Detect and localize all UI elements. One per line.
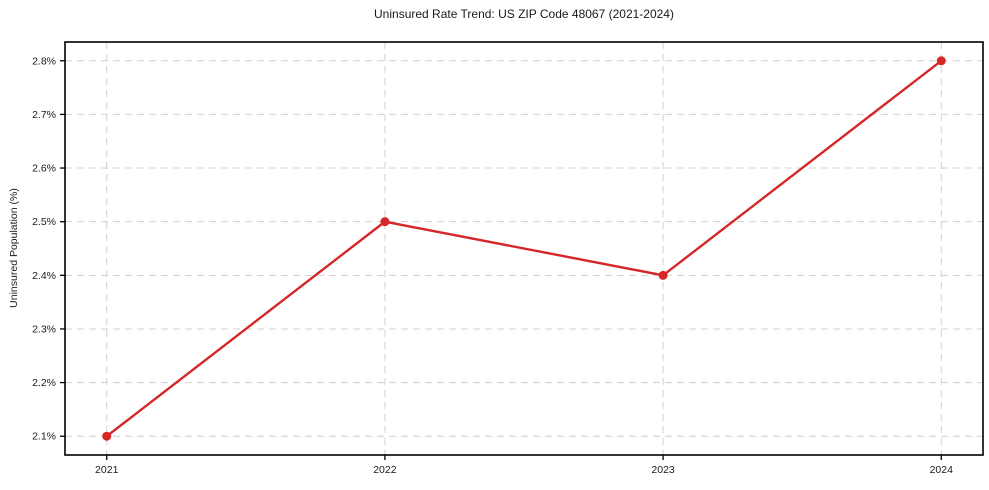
data-point <box>658 270 668 280</box>
y-tick-label: 2.7% <box>32 109 56 121</box>
y-tick-label: 2.2% <box>32 377 56 389</box>
x-tick-label: 2023 <box>651 464 675 476</box>
y-tick-label: 2.5% <box>32 216 56 228</box>
x-tick-label: 2022 <box>373 464 397 476</box>
y-tick-label: 2.3% <box>32 323 56 335</box>
trend-line <box>105 59 943 438</box>
y-tick-label: 2.8% <box>32 55 56 67</box>
plot-border <box>64 41 984 456</box>
x-tick-label: 2021 <box>95 464 119 476</box>
y-tick-label: 2.4% <box>32 270 56 282</box>
chart-title: Uninsured Rate Trend: US ZIP Code 48067 … <box>374 7 674 21</box>
y-tick-label: 2.1% <box>32 431 56 443</box>
x-tick-label: 2024 <box>930 464 954 476</box>
data-point <box>936 56 946 66</box>
y-tick-label: 2.6% <box>32 163 56 175</box>
data-point <box>102 431 112 441</box>
data-point <box>380 217 390 227</box>
